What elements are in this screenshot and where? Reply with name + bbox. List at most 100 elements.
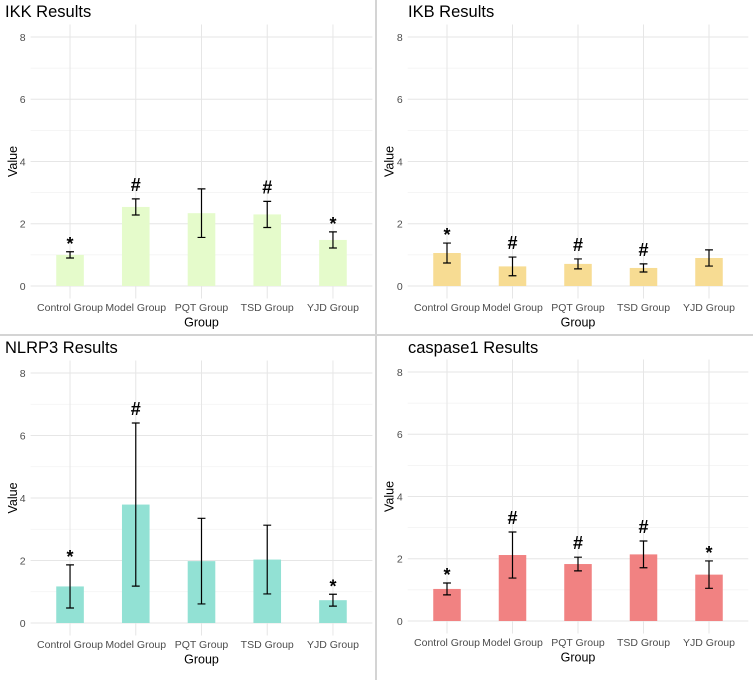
y-tick-label: 8 bbox=[20, 368, 26, 380]
y-tick-label: 4 bbox=[20, 493, 26, 505]
nlrp3-results-error-bar-model-group bbox=[131, 422, 140, 587]
chart-title: caspase1 Results bbox=[408, 339, 538, 357]
x-tick-label: Model Group bbox=[105, 302, 166, 314]
caspase1-results-significance-mark-yjd-group: * bbox=[705, 543, 712, 563]
caspase1-results-significance-mark-control-group: * bbox=[443, 565, 450, 585]
caspase1-results-significance-mark-pqt-group: # bbox=[573, 533, 583, 553]
ikb-results-error-bar-model-group bbox=[508, 256, 517, 277]
x-tick-label: TSD Group bbox=[617, 637, 670, 649]
caspase1-results-error-bar-control-group bbox=[443, 582, 451, 596]
x-tick-label: PQT Group bbox=[551, 637, 605, 649]
ikk-results-error-bar-tsd-group bbox=[263, 200, 272, 229]
y-tick-label: 2 bbox=[397, 554, 403, 566]
x-tick-label: PQT Group bbox=[175, 302, 229, 314]
y-tick-label: 0 bbox=[20, 618, 26, 630]
ikb-results-error-bar-yjd-group bbox=[705, 249, 713, 267]
y-tick-label: 8 bbox=[397, 32, 403, 44]
ikk-results-bar-model-group bbox=[121, 206, 150, 286]
x-tick-label: TSD Group bbox=[241, 302, 294, 314]
ikk-results-significance-mark-tsd-group: # bbox=[262, 177, 272, 197]
x-tick-label: Control Group bbox=[414, 302, 480, 314]
y-tick-label: 4 bbox=[20, 156, 26, 168]
x-tick-label: Control Group bbox=[37, 302, 103, 314]
nlrp3-results-error-bar-control-group bbox=[66, 564, 74, 609]
x-tick-label: Model Group bbox=[105, 639, 166, 651]
caspase1-results-error-bar-yjd-group bbox=[705, 560, 713, 589]
ikb-results-error-bar-control-group bbox=[443, 242, 451, 264]
nlrp3-results-error-bar-tsd-group bbox=[263, 524, 272, 595]
caspase1-results-significance-mark-model-group: # bbox=[507, 508, 517, 528]
x-tick-label: YJD Group bbox=[307, 639, 359, 651]
y-tick-label: 6 bbox=[20, 430, 26, 442]
ikk-results-significance-mark-control-group: * bbox=[67, 234, 74, 254]
chart-title: NLRP3 Results bbox=[5, 339, 118, 357]
x-tick-label: YJD Group bbox=[307, 302, 359, 314]
y-tick-label: 4 bbox=[397, 156, 403, 168]
y-tick-label: 2 bbox=[20, 555, 26, 567]
x-tick-label: Control Group bbox=[37, 639, 103, 651]
ikk-results-error-bar-control-group bbox=[66, 251, 74, 259]
ikb-results-significance-mark-model-group: # bbox=[507, 233, 517, 253]
chart-title: IKK Results bbox=[5, 3, 91, 21]
caspase1-results-error-bar-model-group bbox=[508, 531, 517, 579]
y-axis-title: Value bbox=[6, 146, 20, 177]
y-tick-label: 0 bbox=[20, 281, 26, 293]
y-tick-label: 8 bbox=[397, 367, 403, 379]
y-tick-label: 2 bbox=[397, 219, 403, 231]
chart-title: IKB Results bbox=[408, 3, 494, 21]
ikk-results-error-bar-model-group bbox=[131, 198, 140, 216]
x-axis-title: Group bbox=[184, 315, 219, 329]
x-tick-label: Control Group bbox=[414, 637, 480, 649]
nlrp3-results-error-bar-yjd-group bbox=[329, 593, 337, 607]
y-axis-title: Value bbox=[383, 146, 397, 177]
nlrp3-results-significance-mark-yjd-group: * bbox=[329, 576, 336, 596]
ikk-results-bar-control-group bbox=[56, 254, 84, 286]
nlrp3-results-bar-yjd-group bbox=[319, 600, 347, 623]
y-axis-title: Value bbox=[6, 482, 20, 513]
nlrp3-results-error-bar-pqt-group bbox=[197, 517, 206, 605]
nlrp3-results-significance-mark-control-group: * bbox=[67, 547, 74, 567]
ikb-results-bar-tsd-group bbox=[629, 267, 658, 286]
y-tick-label: 2 bbox=[20, 219, 26, 231]
y-tick-label: 6 bbox=[397, 94, 403, 106]
caspase1-results-bar-pqt-group bbox=[564, 564, 592, 621]
nlrp3-results-significance-mark-model-group: # bbox=[131, 399, 141, 419]
x-tick-label: TSD Group bbox=[617, 302, 670, 314]
y-tick-label: 6 bbox=[397, 429, 403, 441]
x-tick-label: PQT Group bbox=[551, 302, 605, 314]
x-axis-title: Group bbox=[184, 653, 219, 667]
caspase1-results-significance-mark-tsd-group: # bbox=[638, 517, 648, 537]
x-axis-title: Group bbox=[561, 650, 596, 664]
ikb-results-error-bar-pqt-group bbox=[574, 258, 582, 270]
ikk-results-significance-mark-model-group: # bbox=[131, 175, 141, 195]
x-tick-label: Model Group bbox=[482, 637, 543, 649]
ikb-results-error-bar-tsd-group bbox=[639, 263, 648, 273]
x-tick-label: YJD Group bbox=[683, 637, 735, 649]
ikk-results-chart: 0 2 4 6 8 Control Group * Model Group # PQT Group… bbox=[5, 3, 373, 329]
y-tick-label: 8 bbox=[20, 32, 26, 44]
y-tick-label: 0 bbox=[397, 616, 403, 628]
ikb-results-significance-mark-tsd-group: # bbox=[638, 240, 648, 260]
ikk-results-significance-mark-yjd-group: * bbox=[329, 214, 336, 234]
caspase1-results-chart: 0 2 4 6 8 Control Group * Model Group # PQT Group… bbox=[383, 339, 749, 664]
ikb-results-bar-pqt-group bbox=[564, 263, 592, 286]
y-axis-title: Value bbox=[383, 481, 397, 512]
caspase1-results-error-bar-tsd-group bbox=[639, 540, 648, 569]
ikb-results-chart: 0 2 4 6 8 Control Group * Model Group # PQT Group… bbox=[383, 3, 749, 329]
y-tick-label: 6 bbox=[20, 94, 26, 106]
x-axis-title: Group bbox=[561, 315, 596, 329]
ikb-results-significance-mark-control-group: * bbox=[443, 225, 450, 245]
x-tick-label: YJD Group bbox=[683, 302, 735, 314]
x-tick-label: Model Group bbox=[482, 302, 543, 314]
ikk-results-error-bar-yjd-group bbox=[329, 231, 337, 249]
ikk-results-error-bar-pqt-group bbox=[197, 188, 206, 239]
y-tick-label: 0 bbox=[397, 281, 403, 293]
ikb-results-significance-mark-pqt-group: # bbox=[573, 235, 583, 255]
caspase1-results-error-bar-pqt-group bbox=[574, 556, 582, 572]
nlrp3-results-chart: 0 2 4 6 8 Control Group * Model Group # PQT Group… bbox=[5, 339, 373, 667]
y-tick-label: 4 bbox=[397, 491, 403, 503]
x-tick-label: TSD Group bbox=[241, 639, 294, 651]
x-tick-label: PQT Group bbox=[175, 639, 229, 651]
